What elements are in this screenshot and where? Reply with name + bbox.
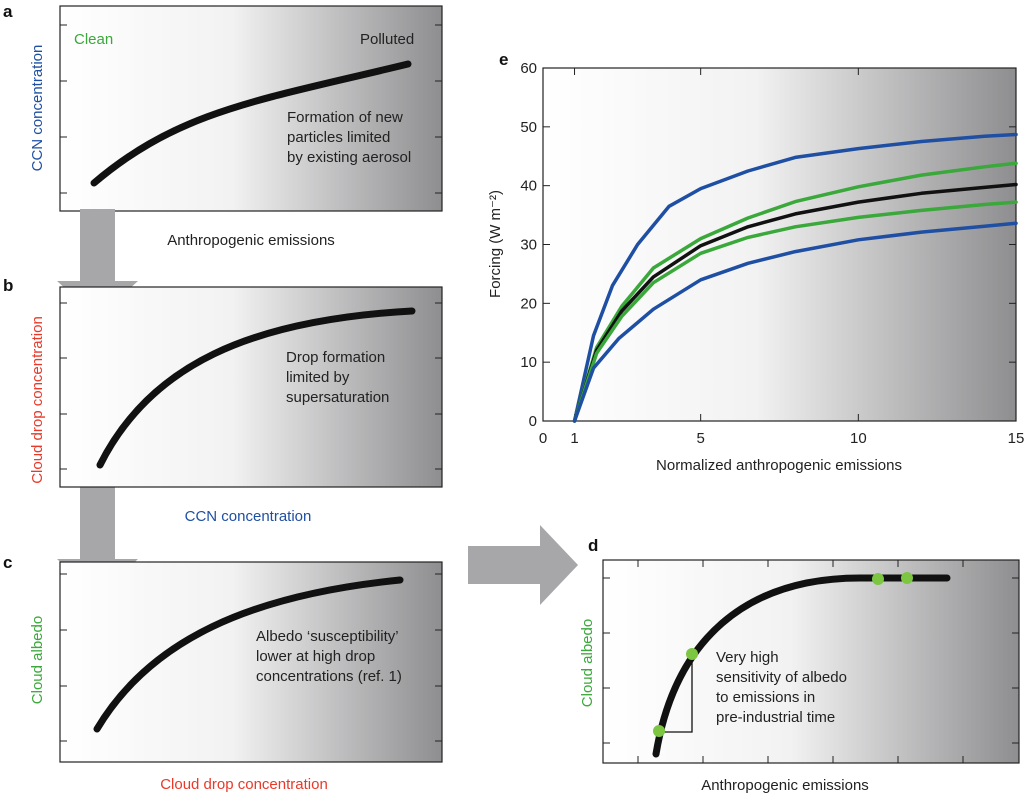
panel-letter-b: b bbox=[3, 276, 13, 295]
panel-d-note: Very high sensitivity of albedo to emiss… bbox=[716, 649, 851, 726]
panel-d-point-1 bbox=[653, 725, 665, 737]
panel-b-note: Drop formation limited by supersaturatio… bbox=[286, 349, 389, 406]
series-line-green-3 bbox=[572, 200, 1018, 423]
series-line-blue-4 bbox=[572, 221, 1018, 423]
panel-b-ylabel: Cloud drop concentration bbox=[29, 316, 46, 484]
panel-letter-d: d bbox=[588, 536, 598, 555]
panel-e-series bbox=[572, 132, 1018, 423]
panel-b-ticks bbox=[60, 302, 442, 470]
y-tick-label: 0 bbox=[529, 413, 537, 430]
polluted-label: Polluted bbox=[360, 31, 414, 48]
panel-e-frame bbox=[542, 67, 1017, 422]
panel-e-xlabel: Normalized anthropogenic emissions bbox=[656, 457, 902, 474]
y-tick-label: 30 bbox=[520, 237, 537, 254]
x-tick-label: 15 bbox=[1008, 430, 1025, 447]
panel-c-curve bbox=[93, 576, 404, 733]
clean-label: Clean bbox=[74, 31, 113, 48]
x-tick-label: 0 bbox=[539, 430, 547, 447]
panel-d-point-4 bbox=[901, 572, 913, 584]
panel-letter-a: a bbox=[3, 2, 13, 21]
panel-a-ylabel: CCN concentration bbox=[29, 45, 46, 172]
panel-d-curve bbox=[652, 574, 951, 758]
y-tick-label: 60 bbox=[520, 60, 537, 77]
y-tick-label: 40 bbox=[520, 178, 537, 195]
panel-d-ticks bbox=[603, 560, 1019, 763]
panel-letter-c: c bbox=[3, 553, 12, 572]
y-tick-label: 50 bbox=[520, 119, 537, 136]
panel-a-ticks bbox=[60, 24, 442, 194]
panel-d-ylabel: Cloud albedo bbox=[579, 619, 596, 707]
x-tick-label: 1 bbox=[570, 430, 578, 447]
panel-c-frame bbox=[59, 561, 443, 763]
panel-d-point-2 bbox=[686, 648, 698, 660]
panel-e-ylabel: Forcing (W m⁻²) bbox=[487, 190, 504, 298]
panel-a-xlabel: Anthropogenic emissions bbox=[167, 232, 335, 249]
panel-d-xlabel: Anthropogenic emissions bbox=[701, 777, 869, 794]
x-tick-label: 10 bbox=[850, 430, 867, 447]
x-tick-label: 5 bbox=[696, 430, 704, 447]
panel-c-ticks bbox=[60, 573, 442, 742]
y-tick-label: 20 bbox=[520, 295, 537, 312]
panel-b-frame bbox=[59, 286, 443, 488]
panel-c-ylabel: Cloud albedo bbox=[29, 616, 46, 704]
panel-a-curve bbox=[90, 60, 412, 187]
panel-d-point-3 bbox=[872, 573, 884, 585]
series-line-blue-0 bbox=[572, 132, 1018, 423]
panel-d-delta-lines bbox=[660, 655, 693, 733]
panel-b-xlabel: CCN concentration bbox=[185, 508, 312, 525]
panel-c-note: Albedo ‘susceptibility’ lower at high dr… bbox=[256, 628, 402, 685]
panel-c: c Albedo ‘susceptibility’ lower at high … bbox=[3, 553, 443, 793]
panel-a-frame bbox=[59, 5, 443, 212]
panel-a-note: Formation of new particles limited by ex… bbox=[287, 109, 411, 166]
series-line-green-1 bbox=[572, 161, 1018, 423]
panel-c-xlabel: Cloud drop concentration bbox=[160, 776, 328, 793]
series-line-black-2 bbox=[572, 182, 1018, 423]
panel-d-frame bbox=[602, 559, 1020, 764]
panel-b: b Drop formation limited by supersaturat… bbox=[3, 276, 443, 525]
y-tick-label: 10 bbox=[520, 354, 537, 371]
panel-letter-e: e bbox=[499, 50, 508, 69]
arrow-c-to-d bbox=[468, 525, 578, 605]
panel-a: a Clean Polluted Formation of new partic… bbox=[3, 2, 443, 249]
panel-b-curve bbox=[96, 307, 416, 469]
panel-d: d Very high sensitivity of albedo to emi… bbox=[579, 536, 1020, 794]
